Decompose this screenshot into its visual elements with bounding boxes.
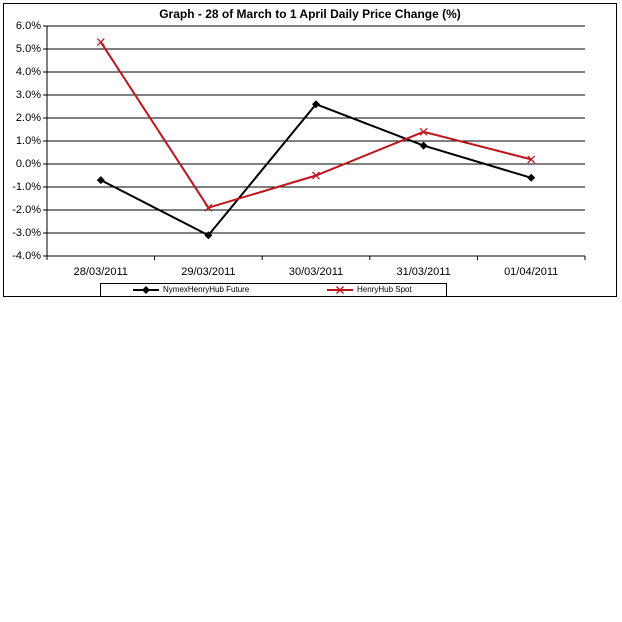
marker — [419, 127, 428, 136]
marker — [336, 286, 344, 294]
marker — [204, 231, 213, 240]
y-tick-label: 6.0% — [16, 20, 41, 32]
x-tick-label: 31/03/2011 — [396, 266, 450, 278]
x-tick-label: 30/03/2011 — [289, 266, 343, 278]
marker — [204, 203, 213, 212]
marker — [312, 171, 320, 180]
marker — [142, 286, 150, 294]
marker — [96, 176, 105, 185]
y-tick-label: 5.0% — [16, 43, 41, 55]
y-tick-label: 4.0% — [16, 66, 41, 78]
y-tick-label: 3.0% — [16, 89, 41, 101]
marker — [312, 100, 320, 109]
x-tick-label: 28/03/2011 — [74, 266, 128, 278]
legend-label: NymexHenryHub Future — [163, 285, 250, 294]
marker — [527, 155, 536, 164]
x-tick-label: 01/04/2011 — [504, 266, 558, 278]
legend-box — [100, 283, 447, 297]
y-tick-label: 0.0% — [16, 158, 41, 170]
y-tick-label: -1.0% — [12, 181, 41, 193]
y-tick-label: -3.0% — [12, 227, 41, 239]
y-tick-label: 2.0% — [16, 112, 41, 124]
marker — [96, 38, 105, 47]
chart-border — [3, 3, 617, 297]
x-tick-label: 29/03/2011 — [181, 266, 235, 278]
marker — [419, 141, 428, 150]
chart-title: Graph - 28 of March to 1 April Daily Pri… — [159, 7, 461, 21]
y-tick-label: -4.0% — [12, 250, 41, 262]
marker — [527, 173, 536, 182]
legend-label: HenryHub Spot — [357, 285, 412, 294]
y-tick-label: -2.0% — [12, 204, 41, 216]
y-tick-label: 1.0% — [16, 135, 41, 147]
